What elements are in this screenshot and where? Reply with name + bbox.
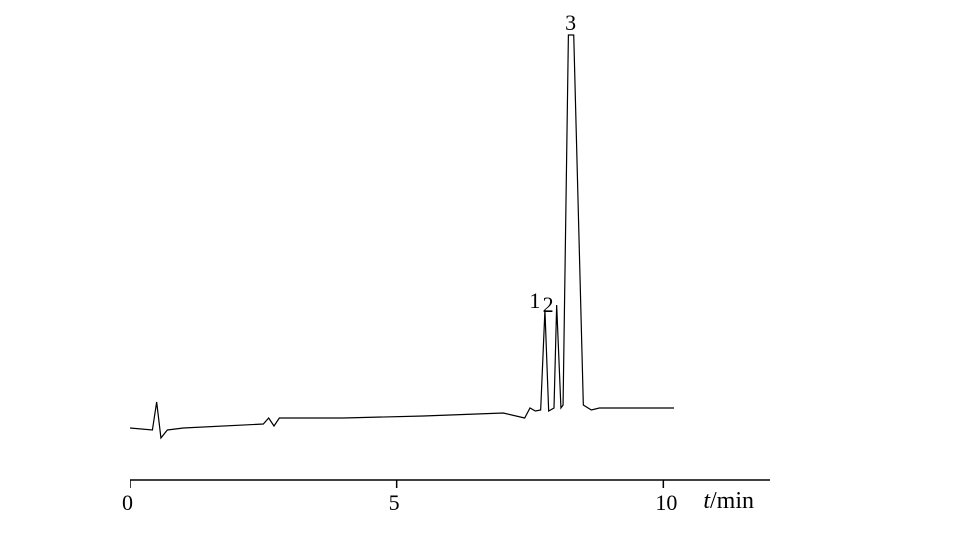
chart-svg <box>130 10 830 520</box>
x-tick-label: 0 <box>122 490 133 516</box>
peak-label: 3 <box>565 10 576 36</box>
chromatogram-chart: 0510t/min123 <box>130 10 830 520</box>
x-tick-label: 5 <box>389 490 400 516</box>
peak-label: 2 <box>543 292 554 318</box>
x-tick-label: 10 <box>655 490 677 516</box>
x-axis-label: t/min <box>703 488 754 515</box>
peak-label: 1 <box>529 288 540 314</box>
